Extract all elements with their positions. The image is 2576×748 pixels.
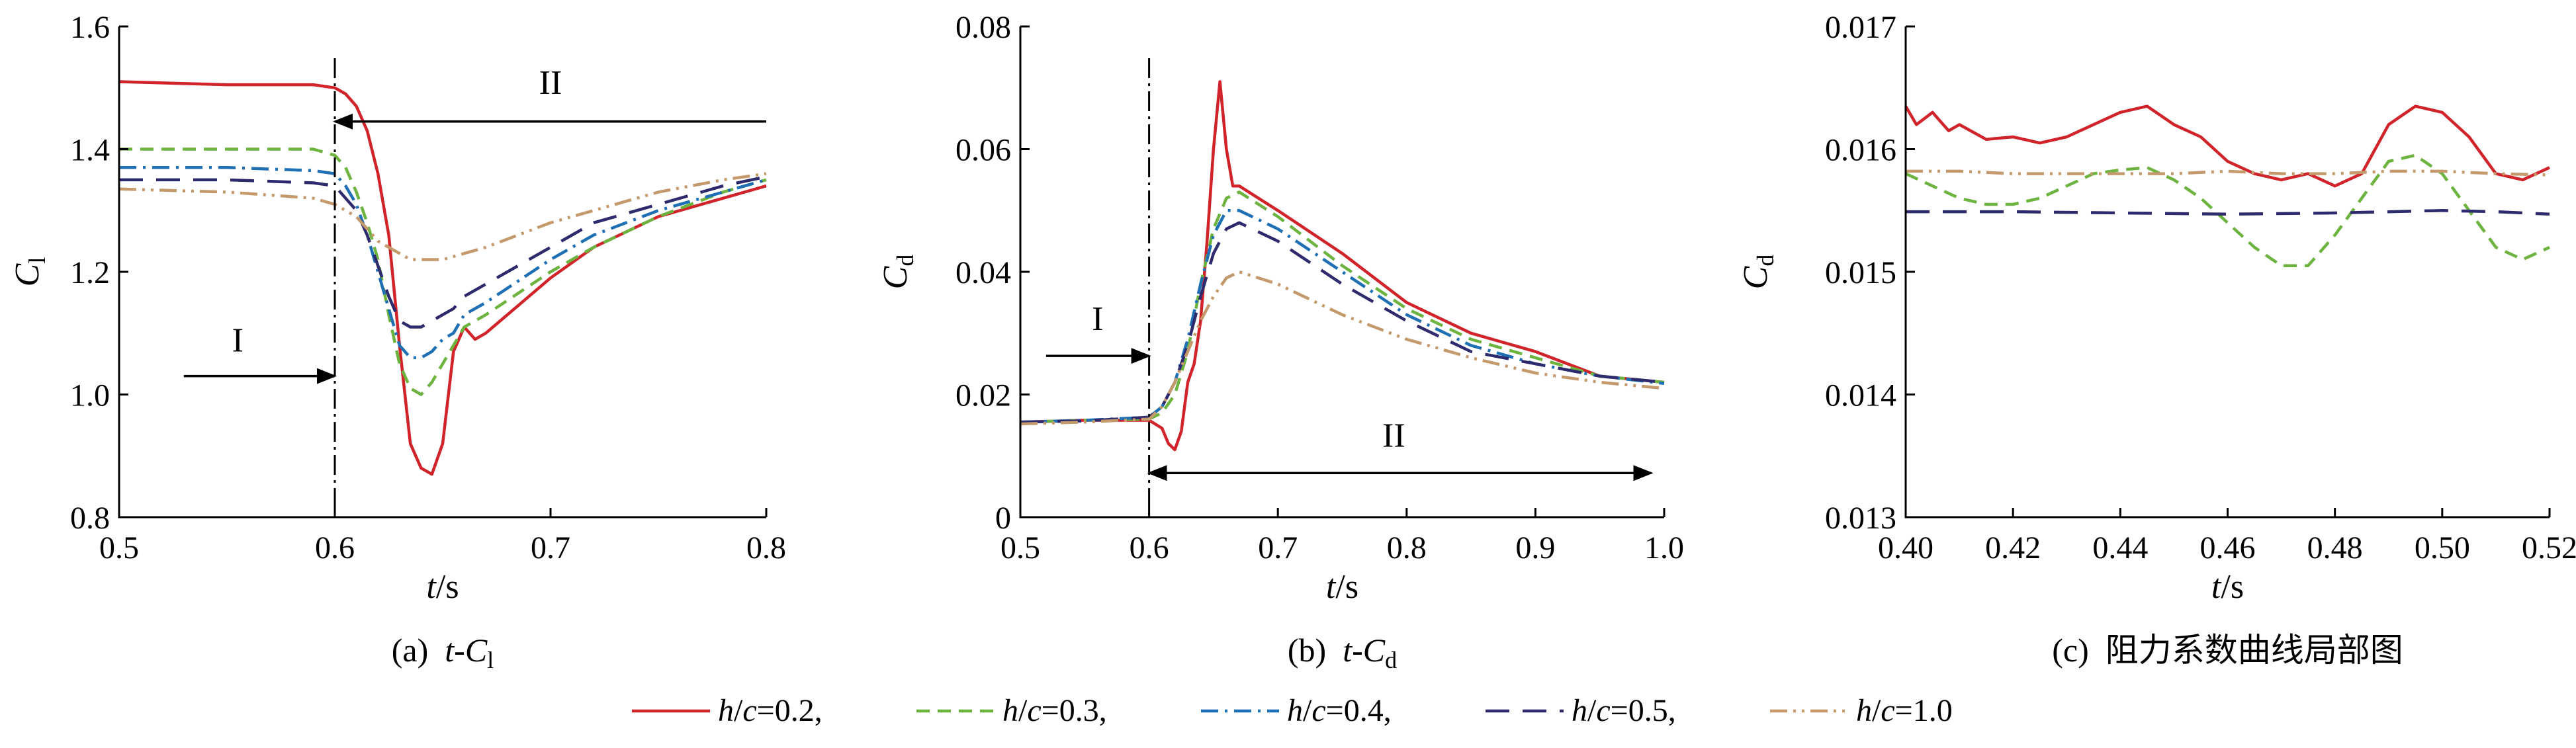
x-tick-label: 0.6 <box>1130 530 1169 565</box>
legend-label: h/c=0.3, <box>1002 693 1107 728</box>
annotation-label: II <box>539 64 562 102</box>
x-tick-label: 0.8 <box>1387 530 1427 565</box>
x-tick-label: 0.40 <box>1878 530 1933 565</box>
y-tick-label: 0.017 <box>1825 10 1896 45</box>
series-line-h03 <box>119 147 767 396</box>
y-tick-label: 0.02 <box>955 378 1011 413</box>
series-line-h03 <box>1905 153 2550 267</box>
y-tick-label: 0 <box>995 501 1011 536</box>
legend-label: h/c=0.4, <box>1287 693 1392 728</box>
series-line-h10 <box>1906 169 2550 177</box>
panel-caption: (a) t-Cl <box>392 632 494 673</box>
y-tick-label: 0.8 <box>70 501 110 536</box>
series-line-h02 <box>1904 104 2550 188</box>
x-tick-label: 0.5 <box>99 530 139 565</box>
x-tick-label: 0.5 <box>1000 530 1040 565</box>
annotation-label: I <box>1092 300 1103 338</box>
y-axis-title: Cl <box>9 257 50 287</box>
series-line-h10 <box>118 172 767 261</box>
y-tick-label: 0.013 <box>1825 501 1896 536</box>
x-tick-label: 0.8 <box>746 530 786 565</box>
annotation-label: I <box>232 322 244 360</box>
y-tick-label: 0.08 <box>955 10 1011 45</box>
panel-caption: (b) t-Cd <box>1288 632 1397 673</box>
x-tick-label: 0.48 <box>2307 530 2363 565</box>
x-axis-title: t/s <box>2211 568 2244 606</box>
legend-item-h04: h/c=0.4, <box>1201 693 1392 728</box>
legend: h/c=0.2, h/c=0.3, h/c=0.4, h/c=0.5, h/c=1.0 <box>632 693 1953 728</box>
y-tick-label: 1.4 <box>70 133 110 168</box>
y-tick-label: 1.2 <box>70 255 110 290</box>
legend-item-h10: h/c=1.0 <box>1770 693 1953 728</box>
x-tick-label: 0.7 <box>1258 530 1298 565</box>
x-tick-label: 0.9 <box>1515 530 1555 565</box>
annotation-label: II <box>1382 417 1405 454</box>
series-line-h04 <box>1020 209 1665 424</box>
x-tick-label: 0.46 <box>2200 530 2256 565</box>
series-line-h02 <box>1020 80 1665 452</box>
y-tick-label: 0.014 <box>1825 378 1896 413</box>
y-tick-label: 0.015 <box>1825 255 1896 290</box>
series-line-h10 <box>1020 270 1665 426</box>
x-tick-label: 0.42 <box>1985 530 2041 565</box>
series-line-h04 <box>119 166 767 360</box>
legend-item-h03: h/c=0.3, <box>916 693 1107 728</box>
x-axis-title: t/s <box>1326 568 1358 606</box>
x-axis-title: t/s <box>426 568 459 606</box>
y-tick-label: 0.016 <box>1825 133 1896 168</box>
y-tick-label: 1.6 <box>70 10 110 45</box>
x-tick-label: 1.0 <box>1644 530 1684 565</box>
legend-item-h05: h/c=0.5, <box>1486 693 1676 728</box>
y-axis-title: Cd <box>1737 255 1779 290</box>
legend-item-h02: h/c=0.2, <box>632 693 822 728</box>
axes <box>1019 26 1664 519</box>
y-tick-label: 1.0 <box>70 378 110 413</box>
series-line-h05 <box>119 175 767 329</box>
legend-label: h/c=0.5, <box>1572 693 1676 728</box>
legend-label: h/c=1.0 <box>1856 693 1953 728</box>
chart-panel-c: 0.40 0.42 0.44 0.46 0.48 0.50 0.52 0.013 0.014 0.… <box>1737 10 2576 669</box>
x-tick-label: 0.50 <box>2415 530 2470 565</box>
y-tick-label: 0.04 <box>955 255 1011 290</box>
series-line-h05 <box>1906 209 2550 216</box>
series-line-h03 <box>1020 190 1665 424</box>
legend-label: h/c=0.2, <box>718 693 822 728</box>
x-tick-label: 0.52 <box>2522 530 2576 565</box>
x-tick-label: 0.6 <box>315 530 355 565</box>
axes <box>1904 26 2550 519</box>
y-axis-title: Cd <box>877 255 918 290</box>
x-tick-label: 0.7 <box>531 530 570 565</box>
series-line-h02 <box>118 80 767 476</box>
x-tick-label: 0.44 <box>2092 530 2148 565</box>
y-tick-label: 0.06 <box>955 133 1011 168</box>
panel-caption: (c) 阻力系数曲线局部图 <box>2052 632 2403 669</box>
series-line-h05 <box>1020 221 1665 424</box>
